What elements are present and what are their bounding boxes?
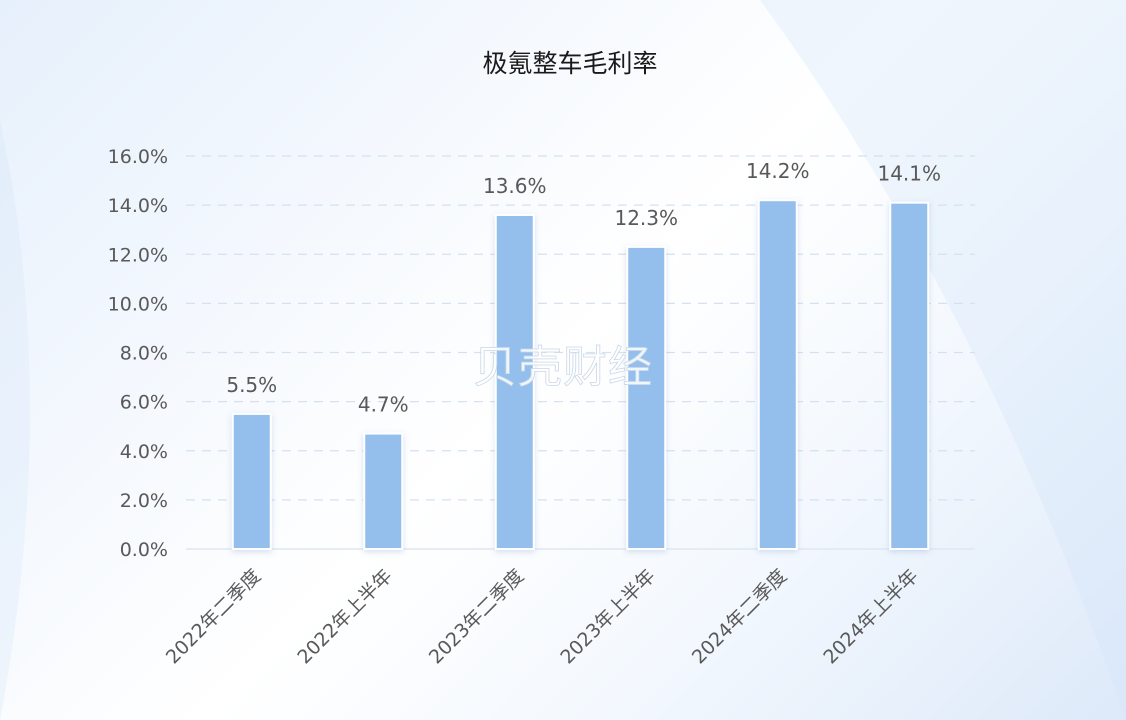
chart-title: 极氪整车毛利率 <box>482 49 657 78</box>
data-label: 14.2% <box>746 159 810 183</box>
x-tick-label: 2024年上半年 <box>819 565 922 668</box>
y-tick-label: 16.0% <box>108 146 168 168</box>
y-tick-label: 12.0% <box>108 244 168 266</box>
x-tick-label: 2023年二季度 <box>425 565 528 668</box>
bar <box>889 201 930 550</box>
y-tick-label: 4.0% <box>120 441 168 463</box>
y-tick-label: 6.0% <box>120 392 168 414</box>
y-tick-label: 0.0% <box>120 539 168 561</box>
bar <box>626 245 667 550</box>
data-label: 14.1% <box>877 162 941 186</box>
data-label: 4.7% <box>358 393 409 417</box>
x-tick-label: 2022年二季度 <box>162 565 265 668</box>
y-tick-label: 8.0% <box>120 343 168 365</box>
data-label: 5.5% <box>226 373 277 397</box>
y-tick-label: 10.0% <box>108 293 168 315</box>
watermark: 贝壳财经 <box>473 342 653 393</box>
data-label: 13.6% <box>483 174 547 198</box>
bar <box>757 199 798 550</box>
x-tick-label: 2023年上半年 <box>556 565 659 668</box>
y-tick-label: 14.0% <box>108 195 168 217</box>
y-tick-label: 2.0% <box>120 490 168 512</box>
background-swoosh-left <box>0 120 30 720</box>
background-swoosh <box>760 0 1126 720</box>
bar <box>363 432 404 550</box>
bar <box>494 213 535 550</box>
data-label: 12.3% <box>614 206 678 230</box>
x-tick-label: 2022年上半年 <box>293 565 396 668</box>
bar <box>231 412 272 550</box>
x-tick-label: 2024年二季度 <box>688 565 791 668</box>
